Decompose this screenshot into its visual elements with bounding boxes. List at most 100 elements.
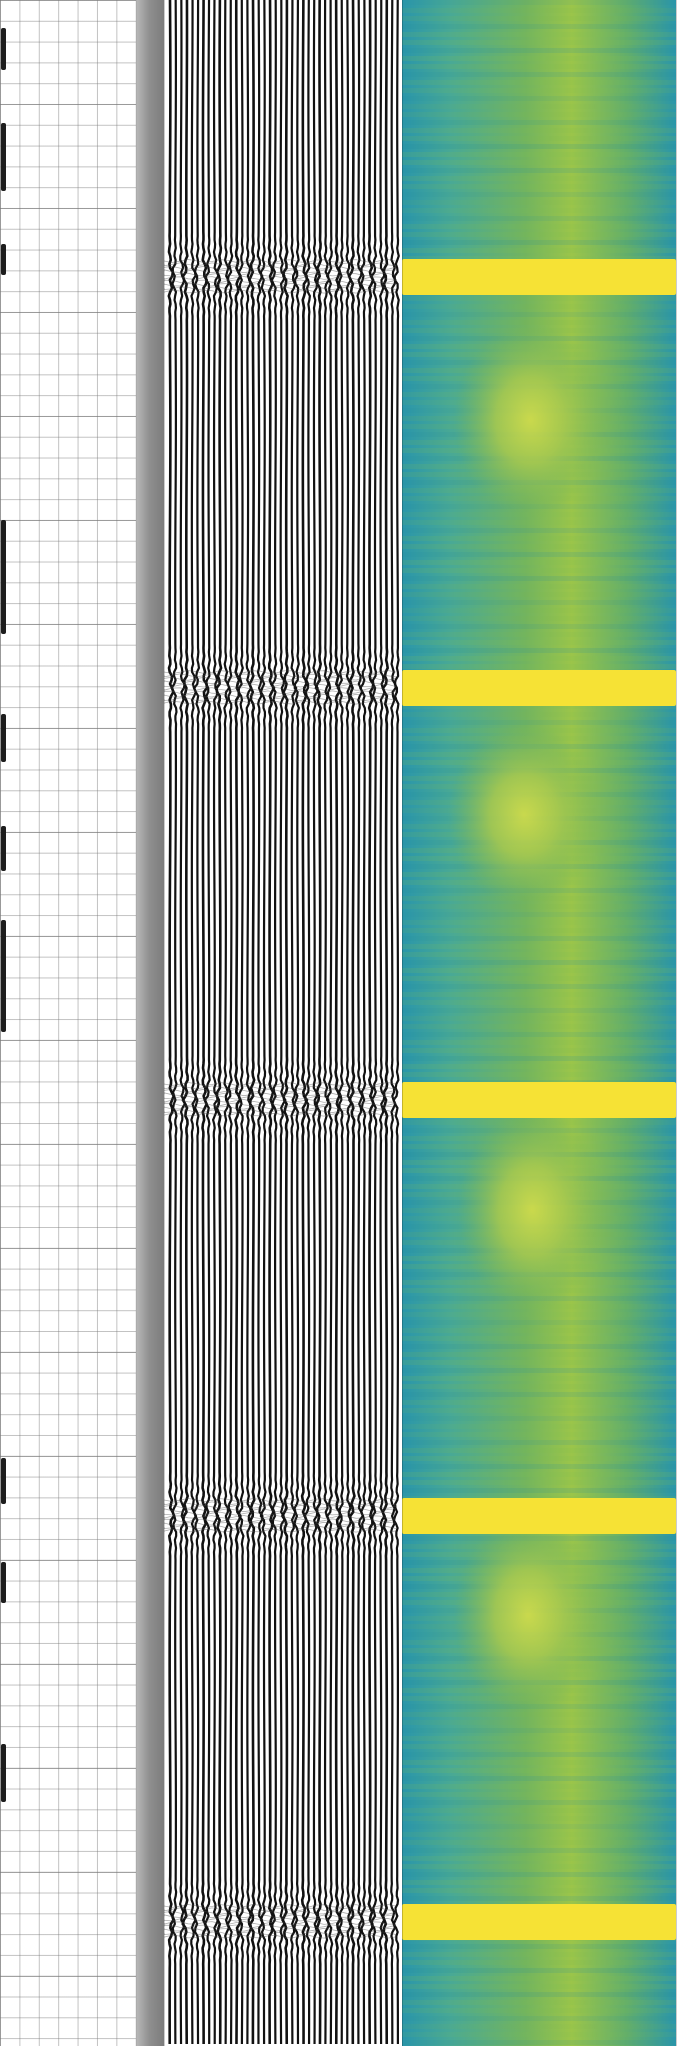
heatmap-stripe [402, 712, 676, 717]
heatmap-stripe [402, 1896, 676, 1901]
semblance-event-band [402, 1082, 676, 1118]
reflection-noise-line [164, 1907, 397, 1912]
heatmap-stripe [402, 656, 676, 661]
wiggle-trace [312, 0, 319, 2045]
heatmap-stripe [402, 584, 676, 589]
wiggle-trace [280, 0, 289, 2045]
heatmap-stripe [402, 144, 676, 149]
wiggle-trace [336, 0, 345, 2045]
reflection-noise-band [164, 670, 397, 705]
heatmap-stripe [402, 1880, 676, 1885]
heatmap-stripe [402, 1488, 676, 1493]
heatmap-stripe [402, 1752, 676, 1757]
heatmap-stripe [402, 1432, 676, 1437]
heatmap-stripe [402, 544, 676, 549]
reflection-noise-line [164, 272, 397, 277]
wiggle-trace [293, 0, 301, 2045]
heatmap-stripe [402, 1992, 676, 1997]
wiggle-trace [345, 0, 353, 2044]
heatmap-stripe [402, 128, 676, 133]
left-mark [1, 1744, 6, 1802]
reflection-noise-line [164, 1504, 397, 1509]
heatmap-stripe [402, 1408, 676, 1413]
heatmap-stripe [402, 552, 676, 557]
reflection-noise-line [164, 693, 397, 698]
semblance-event-band [402, 1904, 676, 1940]
heatmap-stripe [402, 152, 676, 157]
reflection-noise-line [164, 1528, 397, 1533]
wiggle-trace [190, 0, 198, 2045]
heatmap-stripe [402, 136, 676, 141]
heatmap-stripe [402, 1784, 676, 1789]
heatmap-stripe [402, 1336, 676, 1341]
left-mark [1, 520, 6, 634]
heatmap-stripe [402, 32, 676, 37]
heatmap-stripe [402, 1712, 676, 1717]
heatmap-stripe [402, 1944, 676, 1949]
heatmap-stripe [402, 1032, 676, 1037]
heatmap-stripe [402, 1040, 676, 1045]
wiggle-trace [378, 0, 386, 2045]
reflection-noise-line [164, 1927, 397, 1932]
wiggle-trace [278, 0, 287, 2045]
semblance-event-band [402, 259, 676, 295]
left-mark [1, 1562, 6, 1603]
wiggle-trace [392, 0, 400, 2044]
heatmap-stripe [402, 1000, 676, 1005]
semblance-event-band [402, 670, 676, 706]
reflection-noise-line [164, 680, 397, 685]
reflection-noise-line [164, 687, 396, 691]
wiggle-trace [359, 0, 367, 2045]
heatmap-stripe [402, 200, 676, 205]
reflection-noise-line [164, 1088, 397, 1093]
wiggle-trace [367, 0, 375, 2045]
wiggle-trace [247, 0, 256, 2044]
heatmap-stripe [402, 56, 676, 61]
heatmap-stripe [402, 72, 676, 77]
wiggle-trace [215, 0, 223, 2045]
heatmap-stripe [402, 1392, 676, 1397]
heatmap-stripe [402, 592, 676, 597]
heatmap-stripe [402, 1320, 676, 1325]
wiggle-trace [347, 0, 356, 2045]
wiggle-trace [203, 0, 212, 2044]
semblance-event-band [402, 1498, 676, 1534]
heatmap-stripe [402, 944, 676, 949]
reflection-noise-line [164, 1508, 397, 1513]
reflection-noise-line [164, 1498, 397, 1502]
reflection-noise-line [164, 1921, 396, 1925]
heatmap-stripe [402, 976, 676, 981]
reflection-noise-line [164, 1112, 397, 1117]
semblance-heatmap-panel [402, 0, 676, 2046]
left-mark [1, 244, 6, 275]
semblance-heatmap [402, 0, 676, 2046]
gray-tape-strip [136, 0, 164, 2046]
heatmap-stripe [402, 1816, 676, 1821]
reflection-noise-line [164, 1518, 397, 1523]
wiggle-trace [259, 0, 267, 2045]
reflection-noise-line [164, 1521, 397, 1526]
heatmap-stripe [402, 224, 676, 229]
heatmap-stripe [402, 1832, 676, 1837]
heatmap-stripe [402, 1968, 676, 1973]
heatmap-stripe [402, 912, 676, 917]
reflection-noise-line [164, 1924, 397, 1929]
heatmap-stripe [402, 232, 676, 237]
wiggle-trace [226, 0, 234, 2045]
heatmap-stripe [402, 2040, 676, 2045]
heatmap-stripe [402, 600, 676, 605]
heatmap-stripe [402, 1352, 676, 1357]
reflection-noise-line [164, 1904, 397, 1908]
wiggle-trace [192, 0, 201, 2045]
reflection-noise-line [164, 1501, 397, 1506]
wiggle-trace [200, 0, 209, 2045]
heatmap-stripe [402, 1824, 676, 1829]
heatmap-stripe [402, 1888, 676, 1893]
heatmap-stripe [402, 88, 676, 93]
heatmap-stripe [402, 2024, 676, 2029]
panel-divider [164, 0, 165, 2046]
semblance-highlight [454, 324, 606, 516]
heatmap-stripe [402, 1744, 676, 1749]
reflection-noise-line [164, 265, 397, 270]
left-mark [1, 920, 6, 1032]
